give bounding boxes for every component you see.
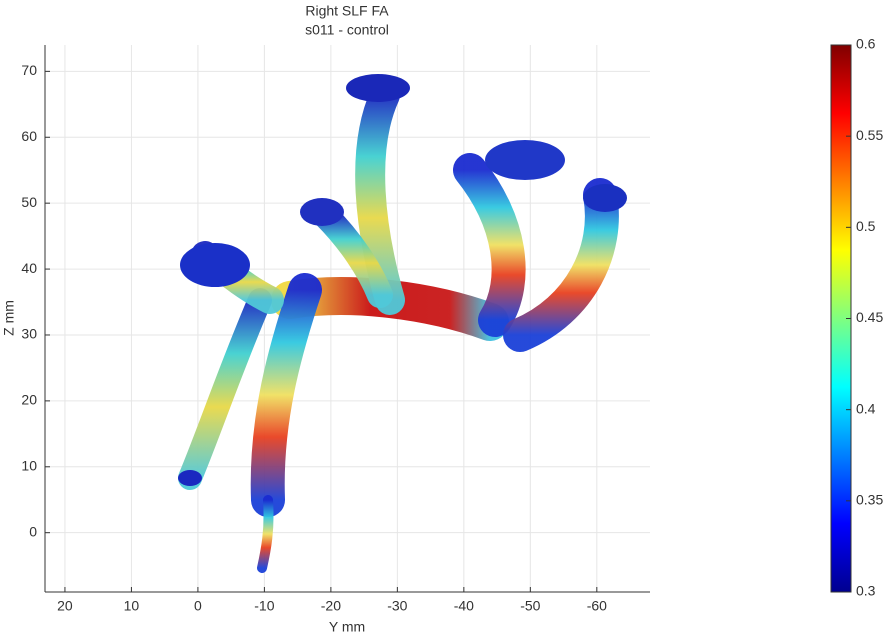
y-tick-label: 20 xyxy=(21,392,37,408)
y-tick-label: 60 xyxy=(21,128,37,144)
x-tick-label: 20 xyxy=(57,598,73,614)
x-tick-label: -10 xyxy=(254,598,274,614)
x-tick-label: -40 xyxy=(454,598,474,614)
tract xyxy=(257,495,274,573)
y-tick-label: 50 xyxy=(21,194,37,210)
x-axis-label: Y mm xyxy=(329,619,365,635)
y-tick-label: 10 xyxy=(21,457,37,473)
colorbar-tick-label: 0.3 xyxy=(856,583,876,599)
tract xyxy=(250,273,322,517)
colorbar-tick-label: 0.4 xyxy=(856,400,876,416)
colorbar-tick-label: 0.35 xyxy=(856,492,883,508)
y-tick-label: 30 xyxy=(21,326,37,342)
tract-end xyxy=(300,198,344,226)
x-tick-label: -20 xyxy=(321,598,341,614)
tract xyxy=(453,153,526,337)
tract-end xyxy=(178,470,202,486)
y-axis-label: Z mm xyxy=(1,300,17,336)
tract-end xyxy=(346,74,410,102)
tract-rendering xyxy=(178,74,627,573)
x-tick-label: -60 xyxy=(587,598,607,614)
colorbar-tick-label: 0.55 xyxy=(856,127,883,143)
tract-end xyxy=(180,243,250,287)
colorbar-tick-label: 0.6 xyxy=(856,36,876,52)
colorbar-tick-label: 0.45 xyxy=(856,309,883,325)
y-tick-label: 40 xyxy=(21,260,37,276)
tract-end xyxy=(583,184,627,212)
x-tick-label: -50 xyxy=(520,598,540,614)
x-tick-label: -30 xyxy=(387,598,407,614)
tract xyxy=(503,178,619,352)
tract xyxy=(178,288,272,490)
chart-title: Right SLF FA xyxy=(305,3,389,19)
x-tick-label: 10 xyxy=(124,598,140,614)
chart-subtitle: s011 - control xyxy=(305,22,389,38)
tract-end xyxy=(485,140,565,180)
y-tick-label: 70 xyxy=(21,62,37,78)
colorbar-tick-label: 0.5 xyxy=(856,218,876,234)
x-tick-label: 0 xyxy=(194,598,202,614)
y-tick-label: 0 xyxy=(29,523,37,539)
